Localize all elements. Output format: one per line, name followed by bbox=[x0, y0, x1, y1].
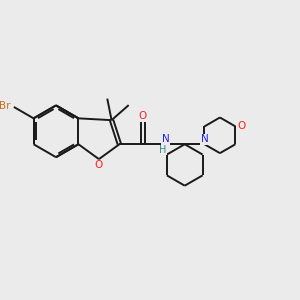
Text: O: O bbox=[95, 160, 103, 170]
Text: O: O bbox=[139, 111, 147, 121]
Text: N: N bbox=[162, 134, 170, 144]
Text: H: H bbox=[159, 145, 166, 155]
Text: N: N bbox=[201, 134, 208, 144]
Text: O: O bbox=[238, 122, 246, 131]
Text: Br: Br bbox=[0, 101, 11, 111]
